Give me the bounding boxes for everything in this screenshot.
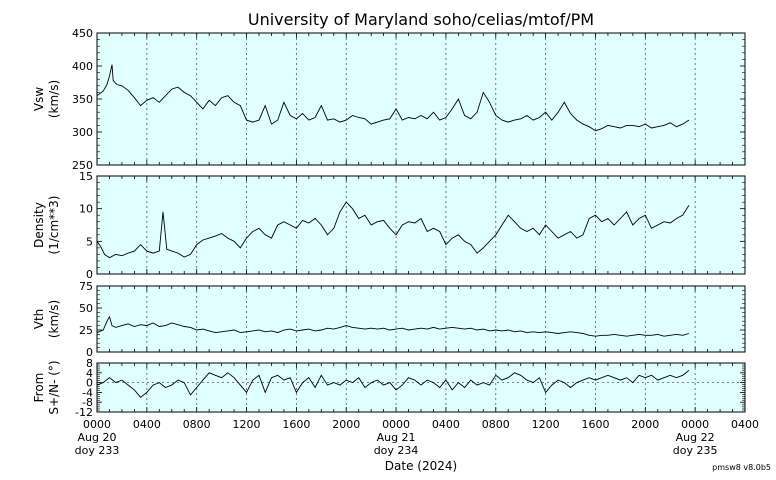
y-tick-label: 8 [86,357,93,370]
panel-frame [96,362,746,413]
y-tick-label: 250 [72,159,93,172]
x-tick-label: 1200 [532,418,560,431]
series-line-from [96,370,690,398]
x-tick-label: 2000 [332,418,360,431]
series-line-vth [96,315,690,337]
x-tick-label: 0800 [482,418,510,431]
panel-frame [96,175,746,275]
x-tick-label: 0400 [731,418,759,431]
y-tick-label: 450 [72,27,93,40]
date-label: Aug 20 [78,431,117,444]
x-tick-label: 1600 [282,418,310,431]
panel-vsw: 250 300 350 400 450 Vsw (km/s) [32,27,746,172]
y-tick-label: 50 [79,302,93,315]
panel-background [97,286,745,352]
y-tick-label: 5 [86,235,93,248]
date-label: Aug 21 [377,431,416,444]
doy-label: doy 233 [75,444,120,457]
doy-label: doy 234 [374,444,419,457]
x-axis: 0000 0400 0800 1200 1600 2000 0000 0400 0800 1200… [75,418,759,457]
panel-density: 0 5 10 15 Density (1/cm**3) [32,170,746,281]
panel-background [97,176,745,274]
y-tick-label: 0 [86,377,93,390]
x-tick-label: 0800 [183,418,211,431]
x-tick-label: 0400 [133,418,161,431]
series-line-density [96,201,690,259]
y-tick-label: 4 [86,367,93,380]
y-axis-label: From [32,373,46,403]
y-tick-label: 10 [79,203,93,216]
x-tick-label: 1600 [581,418,609,431]
x-tick-label: 2000 [631,418,659,431]
y-tick-label: 75 [79,280,93,293]
y-tick-label: 15 [79,170,93,183]
y-tick-label: -4 [82,386,93,399]
series-line-vsw [96,64,690,132]
y-tick-label: -8 [82,396,93,409]
x-tick-label: 0000 [382,418,410,431]
y-tick-label: -12 [75,406,93,419]
y-tick-label: 300 [72,126,93,139]
y-tick-label: 0 [86,346,93,359]
y-axis-unit-label: (km/s) [47,80,61,118]
y-tick-label: 400 [72,60,93,73]
panel-frame [96,32,746,166]
y-tick-label: 350 [72,93,93,106]
y-tick-label: 0 [86,268,93,281]
x-tick-label: 0000 [681,418,709,431]
panel-background [97,33,745,165]
panel-vth: 0 25 50 75 Vth (km/s) [32,280,746,359]
footer-version: pmsw8 v8.0b5 [712,463,771,472]
x-tick-label: 1200 [233,418,261,431]
chart-title: University of Maryland soho/celias/mtof/… [248,10,594,29]
x-tick-label: 0400 [432,418,460,431]
y-axis-unit-label: (km/s) [47,300,61,338]
y-axis-label: Vth [32,309,46,330]
y-tick-label: 25 [79,324,93,337]
x-tick-label: 0000 [83,418,111,431]
date-label: Aug 22 [676,431,715,444]
panel-background [97,363,745,412]
doy-label: doy 235 [673,444,718,457]
panel-frame [96,285,746,353]
y-axis-unit-label: (1/cm**3) [47,196,61,255]
x-axis-label: Date (2024) [385,459,457,473]
y-axis-label: Vsw [32,87,46,111]
y-axis-label: Density [32,202,46,248]
y-axis-unit-label: S+/N- (°) [47,360,61,414]
